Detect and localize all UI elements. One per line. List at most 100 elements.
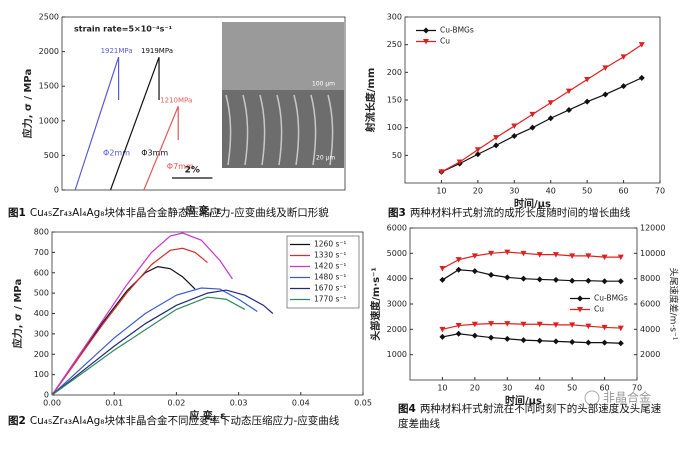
- caption: 图2 Cu₄₅Zr₄₃Al₄Ag₈块体非晶合金不同应变率下动态压缩应力-应变曲线: [8, 414, 380, 429]
- marker: [511, 123, 518, 130]
- marker: [536, 252, 543, 258]
- marker: [602, 65, 609, 71]
- marker: [520, 275, 527, 282]
- marker: [423, 39, 429, 45]
- marker: [585, 339, 592, 346]
- legend-label: 1260 s⁻¹: [314, 240, 346, 249]
- marker: [569, 253, 576, 259]
- sem-texture: [310, 94, 317, 166]
- x-tick-label: 50: [567, 384, 577, 393]
- inset-label: 100 μm: [312, 81, 335, 88]
- legend-label: Cu-BMGs: [440, 26, 474, 35]
- x-tick-label: 0.02: [167, 399, 185, 408]
- series-line: [441, 77, 643, 173]
- marker: [504, 249, 511, 256]
- marker: [455, 257, 462, 263]
- y-tick-label: 600: [34, 268, 49, 277]
- y-tick-label: 200: [34, 350, 49, 359]
- series-line: [74, 56, 120, 191]
- marker: [617, 340, 624, 347]
- x-tick-label: 40: [546, 187, 556, 196]
- series-line: [51, 232, 233, 396]
- series-line: [441, 44, 643, 173]
- x-tick-label: 0.05: [354, 399, 372, 408]
- x-tick-label: 20: [470, 384, 480, 393]
- y-tick-label: 0: [44, 391, 49, 400]
- series-label: Φ7mm: [167, 162, 194, 171]
- marker: [520, 337, 527, 344]
- marker: [474, 151, 481, 158]
- x-tick-label: 10: [437, 384, 447, 393]
- x-tick-label: 30: [509, 187, 519, 196]
- caption-label: 图2: [8, 415, 26, 427]
- peak-label: 1921MPa: [101, 47, 133, 55]
- marker: [471, 332, 478, 339]
- x-tick-label: 30: [502, 384, 512, 393]
- marker: [536, 337, 543, 344]
- scale-bar-label: 2%: [185, 166, 200, 176]
- series-line: [143, 106, 179, 191]
- watermark: 非晶合金: [603, 390, 651, 405]
- marker: [504, 274, 511, 281]
- y-tick-label: 2000: [39, 47, 59, 56]
- x-axis-label: 应 变, ε: [185, 204, 221, 217]
- sem-inset-top: [222, 22, 344, 90]
- sem-texture: [327, 94, 334, 166]
- y-tick-label: 4000: [387, 274, 407, 283]
- marker: [552, 338, 559, 345]
- marker: [617, 278, 624, 285]
- y2-tick-label: 12000: [640, 224, 665, 233]
- marker: [504, 321, 511, 327]
- x-tick-label: 0.01: [105, 399, 123, 408]
- marker: [438, 169, 445, 175]
- caption-label: 图3: [388, 207, 406, 219]
- legend-label: Cu: [594, 305, 604, 314]
- inset-label: 20 μm: [316, 155, 335, 162]
- sem-texture: [276, 94, 283, 166]
- marker: [601, 278, 608, 285]
- x-axis-label: 时间/μs: [505, 394, 542, 407]
- marker: [488, 321, 495, 327]
- marker: [536, 321, 543, 328]
- y-axis-label: 应力, σ / MPa: [21, 69, 34, 138]
- y-tick-label: 200: [387, 68, 402, 77]
- caption-text: 两种材料杆式射流在不同时刻下的头部速度及头尾速度差曲线: [398, 403, 662, 430]
- marker: [471, 253, 478, 259]
- marker: [439, 333, 446, 340]
- series-line: [442, 251, 621, 270]
- y-tick-label: 1000: [387, 350, 407, 359]
- y-tick-label: 6000: [387, 224, 407, 233]
- marker: [529, 111, 536, 118]
- series-label: Φ2mm: [103, 148, 130, 157]
- series-label: Φ3mm: [141, 148, 168, 157]
- y-tick-label: 0: [54, 186, 59, 195]
- x-tick-label: 70: [632, 384, 642, 393]
- caption-text: Cu₄₅Zr₄₃Al₄Ag₈块体非晶合金不同应变率下动态压缩应力-应变曲线: [29, 415, 340, 427]
- marker: [601, 339, 608, 346]
- marker: [565, 106, 572, 113]
- annotation: strain rate=5×10⁻⁴s⁻¹: [74, 25, 173, 34]
- y-tick-label: 2500: [39, 13, 59, 22]
- marker: [620, 54, 627, 60]
- y-tick-label: 250: [387, 40, 402, 49]
- y-tick-label: 300: [34, 329, 49, 338]
- x-tick-label: 60: [599, 384, 609, 393]
- x-tick-label: 70: [655, 187, 665, 196]
- sem-texture: [293, 94, 300, 166]
- y-tick-label: 300: [387, 13, 402, 22]
- series-line: [51, 287, 258, 396]
- y-tick-label: 400: [34, 309, 49, 318]
- marker: [439, 266, 446, 272]
- x-tick-label: 50: [582, 187, 592, 196]
- y-axis-label: 头部速度/m·s⁻¹: [369, 267, 382, 340]
- marker: [584, 77, 591, 83]
- y2-tick-label: 4000: [640, 325, 660, 334]
- y2-tick-label: 10000: [640, 249, 665, 258]
- marker: [520, 250, 527, 257]
- marker: [511, 132, 518, 139]
- marker: [569, 339, 576, 345]
- caption: 图3 两种材料杆式射流的成形长度随时间的增长曲线: [388, 206, 683, 221]
- caption-text: 两种材料杆式射流的成形长度随时间的增长曲线: [409, 207, 631, 219]
- series-line: [109, 56, 160, 191]
